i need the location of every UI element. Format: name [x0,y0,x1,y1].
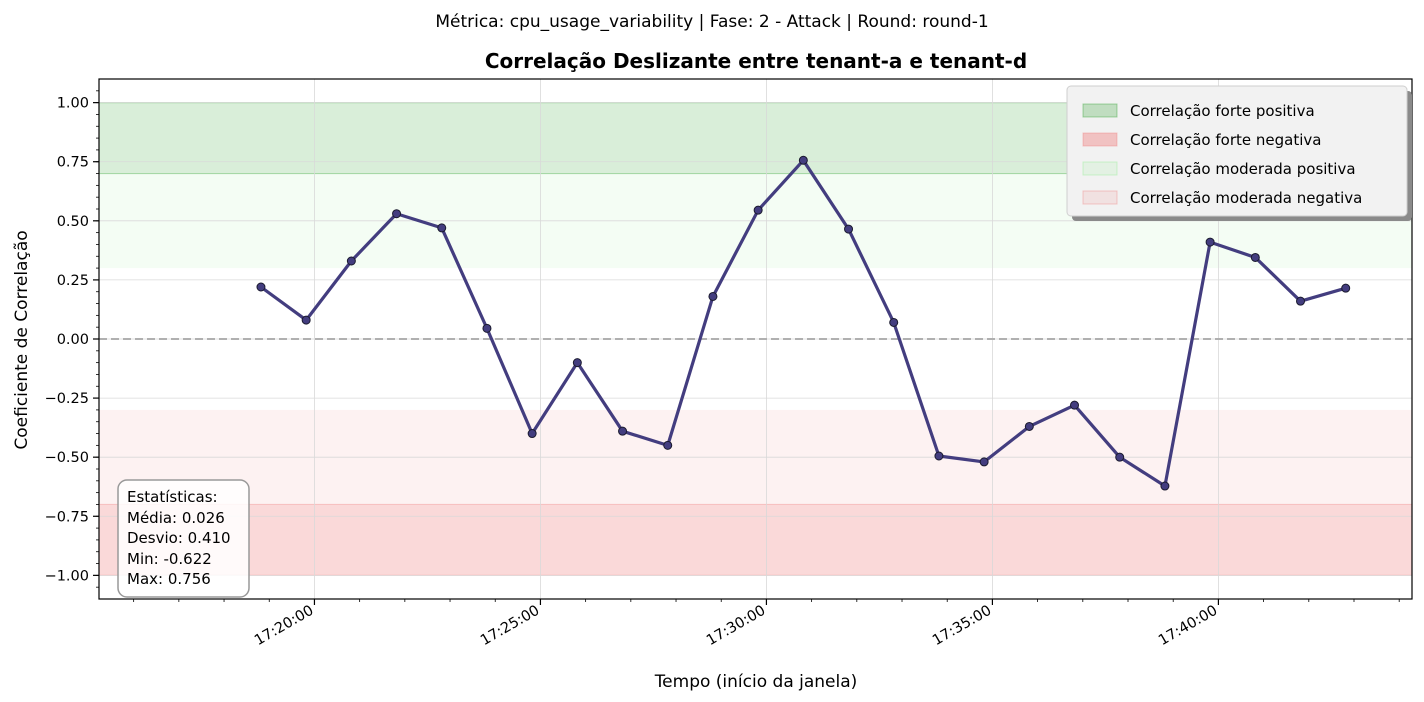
data-point-9 [663,440,673,450]
chart-suptitle: Métrica: cpu_usage_variability | Fase: 2… [435,12,988,32]
chart-title: Correlação Deslizante entre tenant-a e t… [485,49,1027,73]
x-tick-label-1: 17:25:00 [478,603,542,649]
legend-label-2: Correlação moderada positiva [1130,160,1356,178]
legend-box [1066,85,1408,217]
data-point-23 [1296,296,1306,306]
legend-label-0: Correlação forte positiva [1130,102,1315,120]
y-tick-label-8: −1.00 [45,568,89,584]
data-point-3 [392,209,402,219]
y-tick-label-0: 1.00 [57,96,89,112]
x-tick-label-2: 17:30:00 [704,603,768,649]
legend-swatch-2 [1082,161,1118,176]
statistics-box: Estatísticas: Média: 0.026 Desvio: 0.410… [117,479,250,598]
band-1 [99,504,1412,576]
legend-swatch-0 [1082,103,1118,118]
x-tick-label-0: 17:20:00 [252,603,316,649]
y-tick-label-5: −0.25 [45,391,89,407]
data-point-14 [889,317,899,327]
y-tick-label-7: −0.75 [45,509,89,525]
data-point-12 [798,155,808,165]
data-point-17 [1024,421,1034,431]
data-point-22 [1250,252,1260,262]
data-point-16 [979,457,989,467]
data-point-20 [1160,481,1170,491]
data-point-18 [1070,400,1080,410]
data-point-1 [301,315,311,325]
data-point-19 [1115,452,1125,462]
legend-swatch-3 [1082,190,1118,205]
data-point-5 [482,323,492,333]
legend-label-1: Correlação forte negativa [1130,131,1321,149]
stats-heading: Estatísticas: [127,488,218,506]
data-point-15 [934,451,944,461]
data-point-24 [1341,283,1351,293]
x-axis-label: Tempo (início da janela) [654,672,858,692]
legend-swatch-1 [1082,132,1118,147]
correlation-series [256,155,1351,491]
data-point-0 [256,282,266,292]
data-point-11 [753,205,763,215]
y-axis-label: Coeficiente de Correlação [12,230,32,449]
data-point-8 [618,426,628,436]
y-tick-label-6: −0.50 [45,450,89,466]
y-tick-label-3: 0.25 [57,273,89,289]
data-point-13 [844,224,854,234]
stats-max: Max: 0.756 [127,570,211,588]
data-point-4 [437,223,447,233]
legend: Correlação forte positiva Correlação fort… [1066,85,1412,221]
data-point-7 [572,358,582,368]
data-point-6 [527,429,537,439]
legend-label-3: Correlação moderada negativa [1130,189,1362,207]
y-tick-label-2: 0.50 [57,214,89,230]
stats-mean: Média: 0.026 [127,509,225,527]
data-point-10 [708,291,718,301]
data-point-2 [346,256,356,266]
stats-std: Desvio: 0.410 [127,529,231,547]
x-tick-label-4: 17:40:00 [1156,603,1220,649]
y-tick-label-1: 0.75 [57,155,89,171]
data-point-21 [1205,237,1215,247]
statistics-box-frame [117,479,250,598]
stats-min: Min: -0.622 [127,550,212,568]
y-tick-label-4: 0.00 [57,332,89,348]
x-tick-label-3: 17:35:00 [930,603,994,649]
